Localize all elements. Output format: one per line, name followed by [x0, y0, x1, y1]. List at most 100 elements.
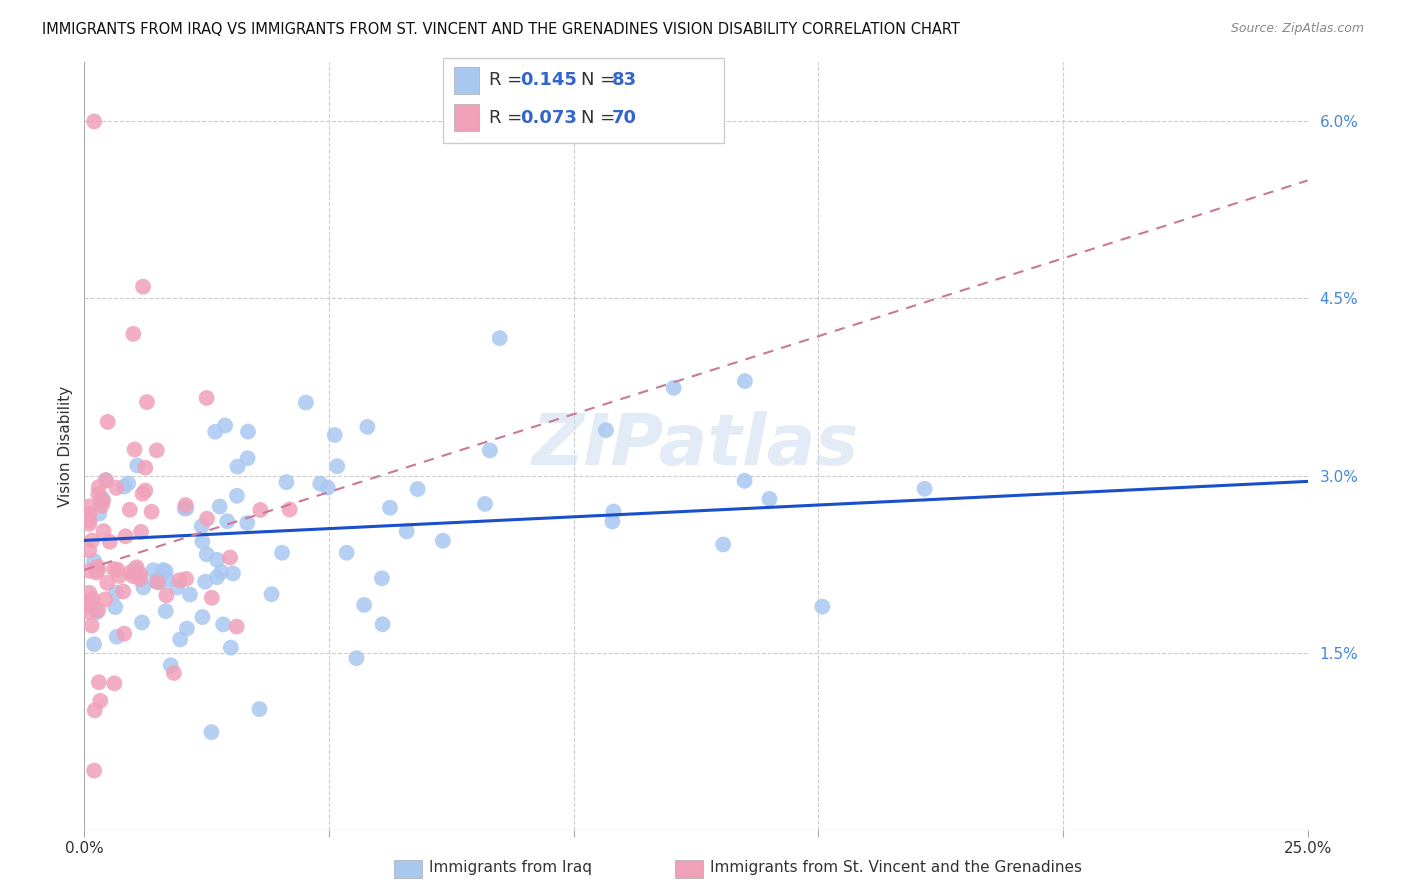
Text: N =: N =: [581, 71, 620, 89]
Point: [205, 570, 228, 584]
Point: [309, 476, 332, 491]
Point: [122, 326, 145, 341]
Point: [174, 572, 197, 586]
Point: [226, 489, 249, 503]
Point: [236, 451, 259, 466]
Point: [395, 524, 418, 539]
Point: [602, 515, 624, 529]
Point: [166, 581, 188, 595]
Point: [77, 594, 100, 608]
Point: [219, 550, 242, 565]
Point: [336, 546, 359, 560]
Point: [77, 543, 100, 558]
Point: [195, 511, 218, 525]
Point: [169, 574, 191, 588]
Point: [94, 474, 117, 488]
Point: [174, 501, 197, 516]
Point: [83, 703, 105, 717]
Point: [124, 442, 146, 457]
Point: [155, 604, 177, 618]
Point: [80, 618, 103, 632]
Point: [136, 395, 159, 409]
Point: [326, 459, 349, 474]
Y-axis label: Vision Disability: Vision Disability: [58, 385, 73, 507]
Point: [129, 572, 152, 586]
Point: [478, 443, 501, 458]
Text: Immigrants from St. Vincent and the Grenadines: Immigrants from St. Vincent and the Gren…: [710, 860, 1083, 874]
Point: [152, 563, 174, 577]
Point: [80, 533, 103, 548]
Point: [146, 575, 169, 590]
Point: [204, 425, 226, 439]
Point: [90, 496, 112, 510]
Point: [155, 588, 177, 602]
Point: [83, 637, 105, 651]
Point: [190, 519, 212, 533]
Point: [94, 592, 117, 607]
Point: [195, 547, 218, 561]
Point: [87, 563, 110, 577]
Point: [77, 586, 100, 600]
Text: 0.145: 0.145: [520, 71, 576, 89]
Point: [159, 658, 181, 673]
Point: [174, 498, 197, 512]
Point: [94, 473, 117, 487]
Point: [87, 487, 110, 501]
Point: [191, 610, 214, 624]
Point: [103, 676, 125, 690]
Point: [79, 564, 101, 578]
Point: [97, 415, 120, 429]
Point: [132, 581, 155, 595]
Point: [104, 585, 127, 599]
Point: [87, 675, 110, 690]
Point: [222, 566, 245, 581]
Point: [125, 560, 148, 574]
Point: [371, 617, 394, 632]
Point: [82, 591, 104, 606]
Text: Immigrants from Iraq: Immigrants from Iraq: [429, 860, 592, 874]
Point: [112, 584, 135, 599]
Point: [811, 599, 834, 614]
Point: [214, 418, 236, 433]
Point: [77, 500, 100, 514]
Point: [474, 497, 496, 511]
Point: [432, 533, 454, 548]
Point: [93, 524, 115, 538]
Point: [87, 480, 110, 494]
Point: [169, 632, 191, 647]
Point: [346, 651, 368, 665]
Point: [132, 279, 155, 293]
Point: [83, 554, 105, 568]
Point: [195, 391, 218, 405]
Point: [96, 575, 118, 590]
Point: [77, 599, 100, 614]
Point: [105, 481, 128, 495]
Point: [602, 505, 624, 519]
Point: [278, 502, 301, 516]
Point: [226, 459, 249, 474]
Point: [77, 605, 100, 619]
Point: [129, 524, 152, 539]
Point: [758, 491, 780, 506]
Point: [488, 331, 510, 345]
Text: 83: 83: [612, 71, 637, 89]
Point: [134, 483, 156, 498]
Point: [271, 546, 294, 560]
Point: [662, 381, 685, 395]
Point: [134, 460, 156, 475]
Text: R =: R =: [489, 71, 529, 89]
Point: [124, 562, 146, 576]
Point: [176, 622, 198, 636]
Point: [112, 626, 135, 640]
Point: [131, 487, 153, 501]
Point: [98, 534, 121, 549]
Point: [120, 566, 142, 580]
Point: [117, 476, 139, 491]
Point: [83, 114, 105, 128]
Text: N =: N =: [581, 109, 620, 127]
Point: [212, 617, 235, 632]
Point: [127, 458, 149, 473]
Text: IMMIGRANTS FROM IRAQ VS IMMIGRANTS FROM ST. VINCENT AND THE GRENADINES VISION DI: IMMIGRANTS FROM IRAQ VS IMMIGRANTS FROM …: [42, 22, 960, 37]
Point: [276, 475, 298, 490]
Point: [205, 553, 228, 567]
